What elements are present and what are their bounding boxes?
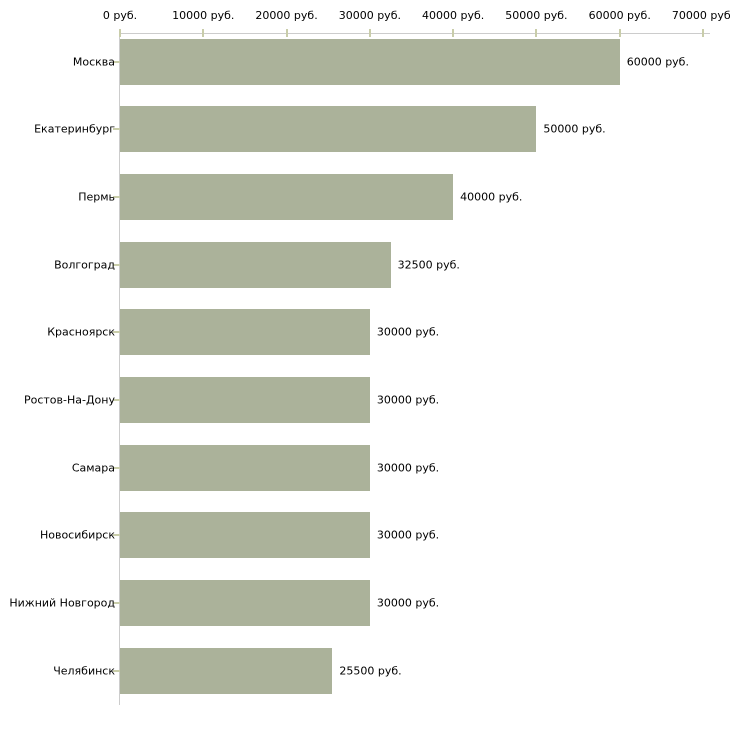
x-axis-tick-mark [119, 29, 121, 37]
category-tick-mark [113, 534, 120, 537]
category-tick-mark [113, 60, 120, 63]
category-tick-mark [113, 331, 120, 334]
value-label: 30000 руб. [376, 528, 440, 542]
category-label: Москва [72, 55, 115, 68]
x-axis-line [120, 33, 710, 34]
bar [120, 241, 391, 288]
category-label: Красноярск [47, 325, 115, 339]
category-tick-mark [113, 466, 120, 469]
value-label: 30000 руб. [376, 461, 440, 475]
category-label: Челябинск [53, 664, 115, 678]
bar [120, 106, 537, 153]
x-axis-tick-label: 20000 руб. [255, 9, 318, 22]
value-label: 30000 руб. [376, 393, 440, 407]
value-label: 30000 руб. [376, 325, 440, 339]
category-label: Волгоград [54, 258, 115, 272]
bar [120, 173, 454, 220]
x-axis-tick-label: 10000 руб. [172, 9, 235, 22]
x-axis-tick-mark [702, 29, 704, 37]
bar [120, 444, 370, 491]
x-axis-tick-label: 40000 руб. [422, 9, 485, 22]
x-axis-tick-label: 70000 руб. [671, 9, 730, 22]
x-axis-tick-mark [452, 29, 455, 37]
x-axis-tick-mark [285, 29, 288, 37]
bar [120, 512, 370, 559]
value-label: 60000 руб. [626, 55, 689, 68]
x-axis-tick-label: 50000 руб. [505, 9, 568, 22]
category-label: Новосибирск [39, 528, 115, 542]
value-label: 30000 руб. [376, 596, 440, 610]
bar [120, 647, 333, 694]
value-label: 25500 руб. [339, 664, 402, 678]
category-label: Нижний Новгород [9, 596, 115, 610]
category-tick-mark [113, 263, 120, 266]
value-label: 40000 руб. [460, 190, 523, 204]
x-axis-tick-label: 0 руб. [102, 9, 138, 22]
value-label: 32500 руб. [397, 258, 460, 272]
category-label: Самара [71, 461, 115, 475]
x-axis-tick-mark [202, 29, 205, 37]
x-axis-tick-label: 60000 руб. [588, 9, 651, 22]
x-axis-tick-label: 30000 руб. [338, 9, 401, 22]
category-tick-mark [113, 195, 120, 198]
x-axis-tick-mark [535, 29, 538, 37]
category-tick-mark [113, 602, 120, 605]
bar [120, 377, 370, 423]
category-tick-mark [113, 128, 120, 131]
bar [120, 38, 620, 85]
x-axis-tick-mark [368, 29, 371, 37]
category-tick-mark [113, 669, 120, 672]
category-label: Ростов-На-Дону [23, 393, 115, 407]
bar [120, 580, 370, 627]
category-label: Пермь [78, 190, 115, 204]
x-axis-tick-mark [618, 29, 621, 37]
category-label: Екатеринбург [34, 122, 115, 136]
value-label: 50000 руб. [543, 122, 606, 136]
category-tick-mark [113, 399, 120, 401]
y-axis-line [119, 33, 120, 705]
bar [120, 309, 370, 356]
